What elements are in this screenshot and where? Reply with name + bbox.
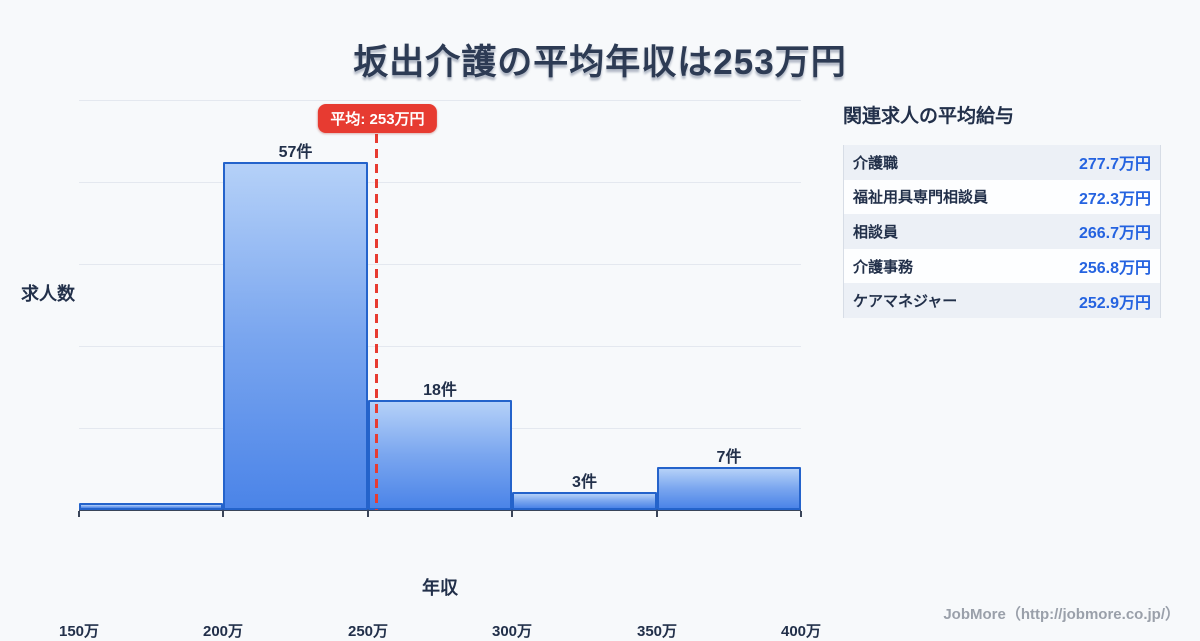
x-axis-label: 年収 bbox=[422, 578, 458, 598]
x-axis-tick bbox=[367, 511, 369, 517]
related-job-value: 252.9万円 bbox=[1078, 294, 1151, 312]
footer-credit: JobMore（http://jobmore.co.jp/） bbox=[943, 606, 1180, 623]
x-axis-tick bbox=[800, 511, 802, 517]
related-job-label: 福祉用具専門相談員 bbox=[853, 189, 989, 207]
related-job-row: ケアマネジャー 252.9万円 bbox=[844, 283, 1160, 318]
related-job-value: 256.8万円 bbox=[1078, 260, 1151, 278]
x-axis-line bbox=[79, 509, 801, 511]
related-job-label: 介護職 bbox=[853, 154, 899, 172]
related-jobs-table: 介護職 277.7万円福祉用具専門相談員 272.3万円相談員 266.7万円介護事務… bbox=[843, 145, 1161, 318]
gridline bbox=[79, 100, 801, 101]
average-line bbox=[374, 134, 378, 510]
x-tick-label: 300万 bbox=[491, 623, 533, 640]
histogram-plot-area: 57件 18件 3件 7件 150万 200万 250万 300万 350万 400万 平均: 25… bbox=[59, 100, 821, 640]
bar-count-label: 3件 bbox=[572, 474, 597, 491]
related-job-value: 277.7万円 bbox=[1078, 156, 1151, 174]
x-axis-tick bbox=[656, 511, 658, 517]
histogram-bar bbox=[368, 400, 512, 510]
related-job-row: 介護事務 256.8万円 bbox=[844, 248, 1160, 284]
histogram-bar bbox=[79, 503, 223, 510]
gridline bbox=[79, 346, 801, 347]
bar-count-label: 57件 bbox=[278, 144, 313, 161]
gridline bbox=[79, 182, 801, 183]
x-axis-tick bbox=[78, 511, 80, 517]
histogram-bar bbox=[223, 162, 368, 510]
related-job-label: ケアマネジャー bbox=[853, 293, 958, 311]
related-job-value: 272.3万円 bbox=[1078, 190, 1151, 208]
bar-count-label: 18件 bbox=[423, 382, 457, 399]
x-tick-label: 400万 bbox=[780, 623, 822, 640]
page-title: 坂出介護の平均年収は253万円 bbox=[353, 43, 847, 82]
related-job-label: 相談員 bbox=[853, 223, 899, 241]
x-axis-tick bbox=[222, 511, 224, 517]
histogram-bar bbox=[657, 467, 801, 510]
related-job-row: 介護職 277.7万円 bbox=[844, 145, 1160, 180]
x-tick-label: 250万 bbox=[347, 623, 389, 640]
x-axis-tick bbox=[511, 511, 513, 517]
histogram-bar bbox=[512, 492, 657, 510]
gridline bbox=[79, 264, 801, 265]
x-tick-label: 200万 bbox=[202, 623, 244, 640]
related-job-row: 福祉用具専門相談員 272.3万円 bbox=[844, 179, 1160, 215]
related-job-row: 相談員 266.7万円 bbox=[844, 214, 1160, 249]
related-job-value: 266.7万円 bbox=[1078, 225, 1151, 243]
x-tick-label: 150万 bbox=[58, 623, 100, 640]
bar-count-label: 7件 bbox=[716, 449, 742, 466]
x-tick-label: 350万 bbox=[636, 623, 678, 640]
related-job-label: 介護事務 bbox=[853, 258, 914, 276]
related-jobs-heading: 関連求人の平均給与 bbox=[843, 106, 1015, 127]
average-badge: 平均: 253万円 bbox=[318, 104, 437, 133]
y-axis-label: 求人数 bbox=[21, 284, 75, 304]
